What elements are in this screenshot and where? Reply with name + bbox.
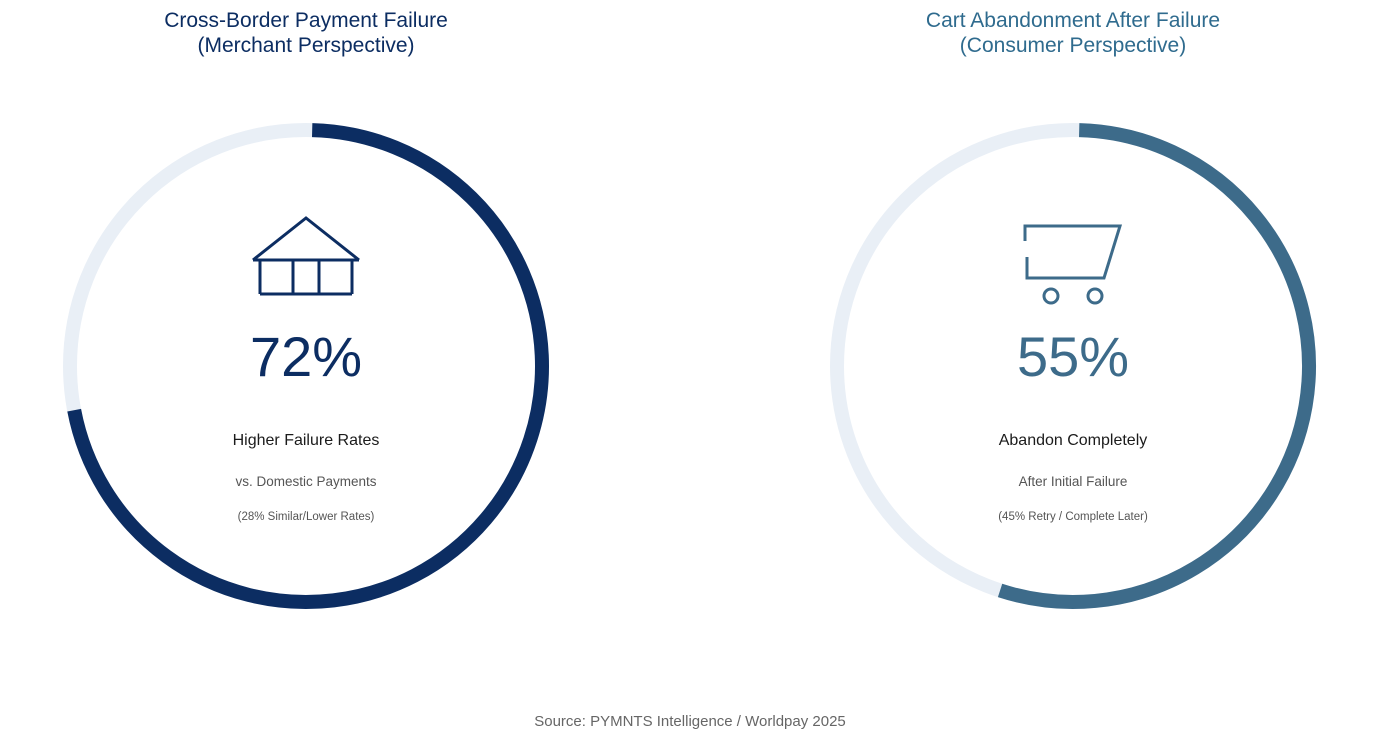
donut-value-arc — [67, 123, 549, 609]
chart-title-line-1: Cart Abandonment After Failure — [925, 9, 1221, 32]
chart-title: Cart Abandonment After Failure (Consumer… — [793, 8, 1353, 58]
stat-label: Higher Failure Rates — [232, 432, 380, 449]
percentage-value: 55% — [1016, 325, 1130, 388]
storefront-icon — [252, 216, 360, 296]
merchant-failure-panel: Cross-Border Payment Failure (Merchant P… — [26, 0, 586, 700]
stat-label: Abandon Completely — [998, 432, 1148, 449]
cart-abandonment-panel: Cart Abandonment After Failure (Consumer… — [793, 0, 1353, 700]
donut-value-arc — [997, 123, 1316, 609]
stat-sublabel: vs. Domestic Payments — [235, 474, 377, 489]
source-caption: Source: PYMNTS Intelligence / Worldpay 2… — [534, 713, 846, 730]
chart-title-line-2: (Consumer Perspective) — [959, 34, 1187, 57]
stat-note: (45% Retry / Complete Later) — [998, 511, 1148, 523]
shopping-cart-icon — [1023, 224, 1123, 305]
chart-title-line-2: (Merchant Perspective) — [197, 34, 415, 57]
donut-chart — [63, 123, 549, 609]
chart-title: Cross-Border Payment Failure (Merchant P… — [26, 8, 586, 58]
percentage-value: 72% — [249, 325, 363, 388]
donut-chart — [830, 123, 1316, 609]
stat-note: (28% Similar/Lower Rates) — [237, 511, 375, 523]
chart-title-line-1: Cross-Border Payment Failure — [164, 9, 448, 32]
stat-sublabel: After Initial Failure — [1018, 474, 1128, 489]
